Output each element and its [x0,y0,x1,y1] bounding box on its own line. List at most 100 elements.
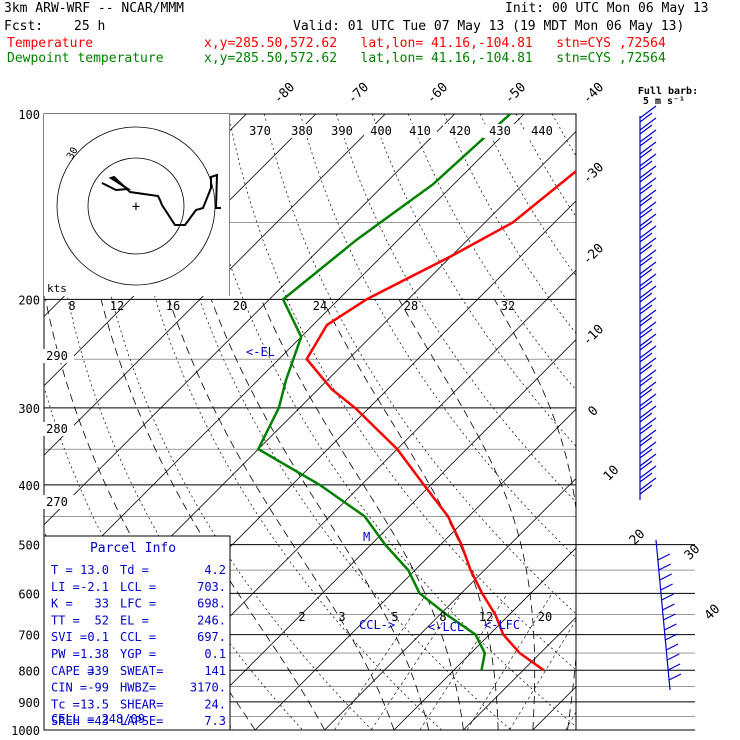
init-time: Init: 00 UTC Mon 06 May 13 [505,1,709,16]
parcel-info-value: 13.5 [80,697,109,711]
theta-label: 290 [46,349,68,363]
parcel-info-key: CCL = [120,630,156,644]
pressure-tick-label: 400 [18,479,40,493]
wind-barb [639,465,657,483]
wind-barb [639,273,657,291]
theta-label-bg [443,124,477,138]
wind-barb [639,309,657,327]
parcel-info-value: 1.38 [80,647,109,661]
isotherm-line [44,114,525,595]
wind-barb [665,643,679,651]
wind-barb [666,653,680,661]
parcel-info-value: 24. [204,697,226,711]
wind-barb [639,381,657,399]
theta-label-bg [325,124,359,138]
parcel-info-key: SHEAR= [120,697,163,711]
isotherm-label: 10 [601,463,623,485]
wind-barb [639,417,657,435]
parcel-info-value: 3170. [190,681,226,695]
isotherm-label: -80 [271,80,298,107]
isotherm-label: -50 [502,80,529,107]
mixing-ratio-label: 3 [338,610,345,624]
wind-barb [639,369,657,387]
theta-label-bg [364,124,398,138]
parcel-info-value: 703. [197,580,226,594]
theta-label: 390 [331,124,353,138]
isotherm-line [672,114,740,730]
isotherm-label: 20 [627,527,649,549]
parcel-info-key: YGP = [120,647,156,661]
mixing-ratio-line [466,593,553,730]
parcel-info-key: Td = [120,563,149,577]
theta-label-bg [403,124,437,138]
wind-barb [661,593,674,601]
wind-barb [639,453,657,471]
mixing-ratio-label: 20 [538,610,552,624]
theta-label-bg [243,124,277,138]
wind-barb [639,345,657,363]
mixing-ratio-label: 12 [479,610,493,624]
theta-label: 400 [370,124,392,138]
wind-legend-value: 5 m s⁻¹ [643,96,685,107]
parcel-info-key: HWBZ= [120,681,156,695]
parcel-info-key: CIN = [51,681,87,695]
isotherm-label: 40 [702,602,724,624]
parcel-info-key: CAPE = [51,664,94,678]
pressure-tick-label: 1000 [11,724,40,738]
parcel-info-key: LFC = [120,597,156,611]
parcel-info-key: SWEAT= [120,664,163,678]
parcel-info-key: K = [51,597,73,611]
temperature-profile [305,169,576,672]
wind-barb [639,201,657,219]
wind-barb [639,177,657,195]
parcel-info-key: PW = [51,647,80,661]
parcel-info-key: SREH = [51,714,94,728]
mixing-ratio-line [334,593,428,730]
wind-barb [639,225,657,243]
parcel-info-value: 0.1 [204,647,226,661]
isotherm-line [532,686,576,730]
pressure-tick-label: 600 [18,587,40,601]
pressure-tick-label: 800 [18,664,40,678]
moist-adiabat-line [168,299,395,730]
wind-barb [662,603,675,611]
dry-adiabat-line [588,114,740,730]
mixing-ratio-label: 5 [391,610,398,624]
dry-adiabat-line [696,114,740,730]
parcel-info-key: LI = [51,580,80,594]
wind-barb [639,153,657,171]
dry-adiabat-line [515,114,576,218]
dry-adiabat-line [407,114,576,391]
moist-adiabat-line [398,299,536,730]
parcel-info-value: 697. [197,630,226,644]
hodograph-speed-label: 24 [313,299,327,313]
parcel-info-title: Parcel Info [90,541,176,556]
mixing-ratio-line [565,711,576,730]
parcel-info-key: LAPSE= [120,714,163,728]
dry-adiabat-line [624,114,740,730]
hodograph-ring [87,157,185,255]
isotherm-line [44,114,455,526]
wind-barb [667,663,681,671]
dry-adiabat-line [335,114,576,503]
wind-barb [639,189,657,207]
theta-label-bg [483,124,517,138]
isotherm-line [393,547,576,730]
parcel-info-value: 33 [95,597,109,611]
theta-label: 380 [291,124,313,138]
parcel-info-key: SVI = [51,630,87,644]
valid-time: Valid: 01 UTC Tue 07 May 13 (19 MDT Mon … [293,19,685,34]
wind-barb [639,429,657,447]
parcel-info-value: 698. [197,597,226,611]
parcel-info-value: 13.0 [80,563,109,577]
wind-barb-staff [655,539,671,691]
theta-label: 370 [249,124,271,138]
theta-label-bg [525,124,559,138]
theta-label-bg [40,422,74,436]
temperature-location: x,y=285.50,572.62 lat,lon= 41.16,-104.81… [204,36,666,51]
pressure-tick-label: 700 [18,629,40,643]
parcel-info-value: 4.2 [204,563,226,577]
hodograph-speed-label: 16 [166,299,180,313]
ccl-marker: CCL-> [359,618,395,632]
wind-barb [639,285,657,303]
